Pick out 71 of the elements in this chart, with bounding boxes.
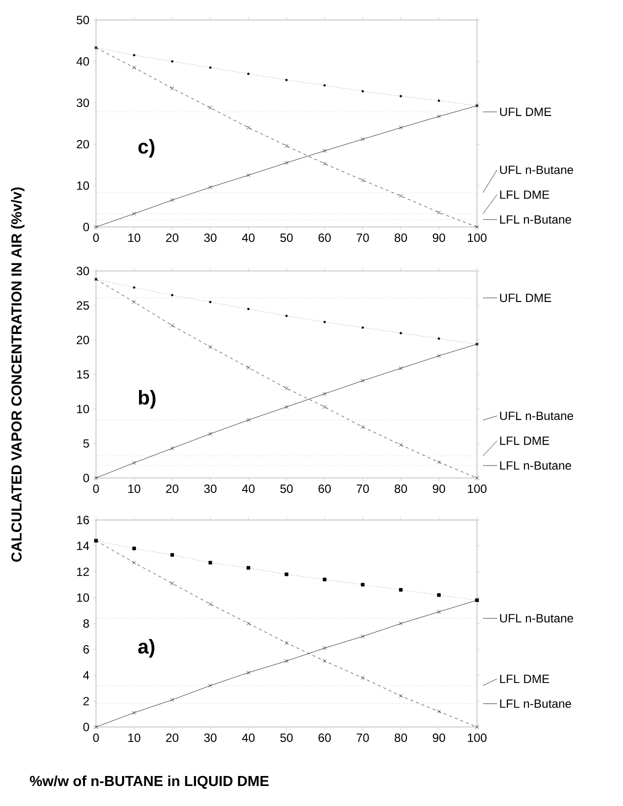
- x-tick-label: 90: [432, 234, 446, 242]
- y-tick-label: 4: [83, 671, 90, 680]
- ref-line-label: UFL DME: [500, 294, 552, 302]
- ref-line-label: UFL DME: [500, 108, 552, 116]
- y-axis-title: CALCULATED VAPOR CONCENTRATION IN AIR (%v/v): [11, 187, 24, 562]
- ref-line-label: LFL n-Butane: [500, 461, 572, 470]
- y-tick-label: 8: [83, 619, 89, 628]
- x-tick-label: 50: [280, 484, 293, 493]
- x-tick-label: 0: [93, 734, 99, 742]
- x-tick-label: 50: [280, 234, 293, 242]
- x-tick-label: 80: [394, 234, 407, 242]
- y-tick-label: 10: [77, 593, 90, 602]
- y-tick-label: 15: [77, 370, 89, 379]
- x-tick-label: 0: [93, 484, 99, 493]
- x-tick-label: 70: [356, 734, 369, 742]
- y-tick-label: 0: [83, 222, 90, 232]
- x-tick-label: 60: [318, 484, 331, 493]
- x-tick-label: 40: [242, 234, 255, 242]
- y-tick-label: 30: [76, 266, 90, 276]
- y-tick-label: 40: [76, 57, 90, 66]
- annotation: a): [138, 639, 154, 658]
- x-tick-label: 40: [242, 484, 255, 493]
- x-tick-label: 60: [318, 734, 331, 742]
- y-tick-label: 10: [77, 181, 90, 190]
- x-axis-title: %w/w of n-BUTANE in LIQUID DME: [30, 776, 269, 789]
- annotation: c): [138, 139, 154, 158]
- x-tick-label: 80: [394, 484, 407, 493]
- x-tick-label: 30: [204, 484, 216, 493]
- ref-line-label: LFL DME: [500, 436, 550, 445]
- y-tick-label: 0: [83, 474, 90, 482]
- x-tick-label: 30: [204, 734, 216, 742]
- ref-line-label: LFL n-Butane: [500, 700, 572, 708]
- y-tick-label: 25: [76, 301, 89, 310]
- ref-line-label: UFL n-Butane: [500, 412, 574, 420]
- x-tick-label: 60: [318, 234, 331, 242]
- ref-line-label: UFL n-Butane: [500, 614, 574, 622]
- x-tick-label: 20: [166, 234, 178, 242]
- y-tick-label: 20: [76, 336, 90, 344]
- y-tick-label: 20: [76, 140, 90, 148]
- ref-line-label: LFL DME: [500, 674, 550, 683]
- x-tick-label: 40: [242, 734, 255, 742]
- x-tick-label: 70: [356, 234, 369, 242]
- x-tick-label: 100: [468, 234, 487, 242]
- ref-line-label: UFL n-Butane: [500, 166, 574, 174]
- y-tick-label: 12: [77, 568, 89, 576]
- annotation: b): [138, 390, 156, 409]
- x-tick-label: 0: [93, 234, 99, 242]
- x-tick-label: 10: [128, 484, 140, 493]
- x-tick-label: 30: [204, 234, 216, 242]
- x-tick-label: 20: [166, 734, 178, 742]
- y-tick-label: 16: [77, 516, 89, 524]
- y-tick-label: 2: [83, 696, 89, 706]
- x-tick-label: 20: [166, 484, 178, 493]
- x-tick-label: 90: [432, 734, 446, 742]
- x-tick-label: 70: [356, 484, 369, 493]
- y-tick-label: 10: [77, 404, 90, 414]
- x-tick-label: 10: [128, 234, 140, 242]
- y-tick-label: 0: [83, 722, 90, 732]
- x-tick-label: 10: [128, 734, 140, 742]
- x-tick-label: 100: [468, 484, 487, 493]
- ref-line-label: LFL DME: [500, 190, 550, 199]
- y-tick-label: 14: [77, 542, 90, 550]
- y-tick-label: 50: [76, 16, 90, 24]
- y-tick-label: 6: [83, 645, 89, 654]
- x-tick-label: 90: [432, 484, 446, 493]
- x-tick-label: 80: [394, 734, 407, 742]
- x-tick-label: 50: [280, 734, 293, 742]
- ref-line-label: LFL n-Butane: [500, 215, 572, 224]
- y-tick-label: 30: [76, 98, 90, 108]
- x-tick-label: 100: [468, 734, 487, 742]
- y-tick-label: 5: [83, 439, 89, 448]
